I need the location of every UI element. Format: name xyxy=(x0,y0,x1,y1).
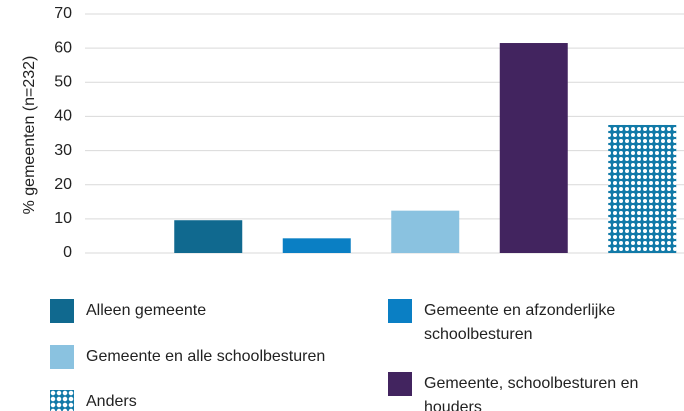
legend-swatch xyxy=(388,299,412,323)
y-tick-label: 10 xyxy=(54,210,72,227)
y-tick-label: 60 xyxy=(54,39,72,56)
bar xyxy=(282,238,351,253)
bar xyxy=(499,43,568,254)
legend-label: Alleen gemeente xyxy=(86,302,207,319)
bar xyxy=(391,210,460,253)
y-tick-label: 50 xyxy=(54,74,72,91)
legend-swatch xyxy=(50,299,74,323)
legend-swatch xyxy=(388,372,412,396)
legend-label: Gemeente en afzonderlijke schoolbesturen xyxy=(424,302,616,343)
y-axis-label: % gemeenten (n=232) xyxy=(21,56,38,215)
legend-swatch xyxy=(50,345,74,369)
y-tick-label: 30 xyxy=(54,142,72,159)
legend-item: Gemeente en afzonderlijke schoolbesturen xyxy=(388,299,668,347)
y-tick-label: 20 xyxy=(54,176,72,193)
legend-item: Gemeente en alle schoolbesturen xyxy=(50,345,370,369)
legend-label: Anders xyxy=(86,393,137,410)
legend-label: Gemeente, schoolbesturen en houders xyxy=(424,375,639,411)
bar xyxy=(608,124,677,253)
y-tick-label: 70 xyxy=(54,5,72,22)
legend-item: Anders xyxy=(50,390,370,411)
legend-label: Gemeente en alle schoolbesturen xyxy=(86,348,326,365)
legend-swatch xyxy=(50,390,74,411)
y-tick-label: 0 xyxy=(63,244,72,261)
bar xyxy=(174,220,243,253)
legend-item: Alleen gemeente xyxy=(50,299,370,323)
legend-item: Gemeente, schoolbesturen en houders xyxy=(388,372,668,411)
y-tick-label: 40 xyxy=(54,108,72,125)
